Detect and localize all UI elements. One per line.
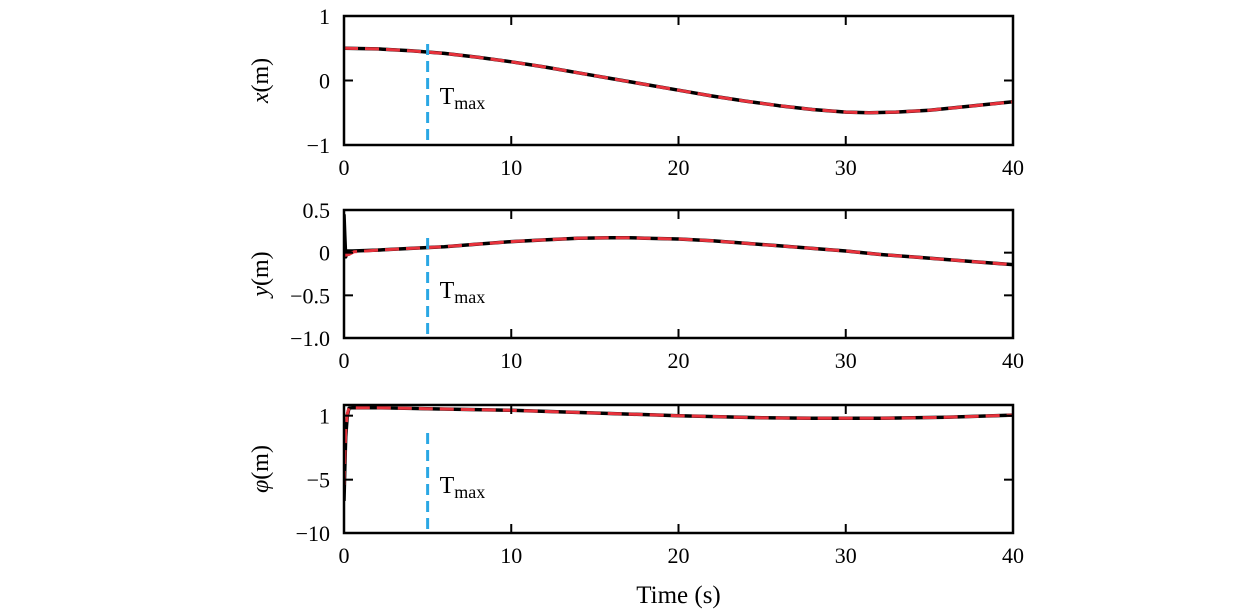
y-axis-label-unit: (m) [248, 445, 274, 480]
y-axis-label: φ(m) [248, 445, 274, 493]
x-tick-label: 30 [835, 543, 857, 568]
x-tick-label: 20 [668, 543, 690, 568]
series-line-actual [344, 46, 1013, 115]
y-tick-label: −1 [307, 133, 330, 158]
chart-panel-3: Tmax 0 10 20 30 40 1 −5 −10 φ(m) Time (s) [248, 404, 1024, 609]
y-tick-label: 0.5 [303, 198, 331, 223]
chart-panel-2: Tmax 0 10 20 30 40 0.5 0 −0.5 −1.0 y(m) [248, 198, 1024, 373]
y-tick-label: 1 [319, 4, 330, 29]
y-axis-label-symbol: y [248, 286, 274, 299]
tmax-label-subscript: max [454, 93, 485, 113]
x-tick-label: 30 [835, 155, 857, 180]
y-axis-label: y(m) [248, 251, 274, 298]
tmax-label: Tmax [440, 84, 486, 113]
y-tick-label: −0.5 [290, 283, 330, 308]
y-tick-label: −10 [296, 521, 330, 546]
y-axis-label-unit: (m) [248, 58, 274, 93]
x-tick-label: 20 [668, 348, 690, 373]
x-tick-label: 0 [339, 348, 350, 373]
x-tick-label: 10 [500, 543, 522, 568]
tmax-label-main: T [440, 473, 455, 499]
x-tick-label: 0 [339, 155, 350, 180]
tmax-label-subscript: max [454, 482, 485, 502]
tmax-label: Tmax [440, 278, 486, 307]
x-tick-label: 40 [1002, 155, 1024, 180]
tmax-label: Tmax [440, 473, 486, 502]
x-tick-label: 10 [500, 155, 522, 180]
y-tick-label: 0 [319, 69, 330, 94]
y-axis-label: x(m) [248, 58, 274, 104]
plot-frame [342, 403, 1015, 535]
y-tick-label: −1.0 [290, 326, 330, 351]
tmax-label-subscript: max [454, 287, 485, 307]
y-axis-label-unit: (m) [248, 251, 274, 286]
y-axis-label-symbol: φ [248, 480, 274, 493]
tmax-label-main: T [440, 84, 455, 110]
x-tick-label: 30 [835, 348, 857, 373]
y-axis-label-symbol: x [248, 92, 274, 104]
x-tick-label: 20 [668, 155, 690, 180]
plot-frame [342, 208, 1015, 340]
y-tick-label: 1 [319, 404, 330, 429]
x-tick-label: 40 [1002, 543, 1024, 568]
series-line-actual [344, 406, 1013, 486]
x-tick-label: 40 [1002, 348, 1024, 373]
x-tick-label: 10 [500, 348, 522, 373]
tmax-label-main: T [440, 278, 455, 304]
series-line-actual [344, 236, 1013, 267]
y-tick-label: 0 [319, 241, 330, 266]
y-tick-label: −5 [307, 468, 330, 493]
x-axis-label: Time (s) [636, 582, 721, 609]
x-tick-label: 0 [339, 543, 350, 568]
plot-frame [342, 14, 1015, 147]
